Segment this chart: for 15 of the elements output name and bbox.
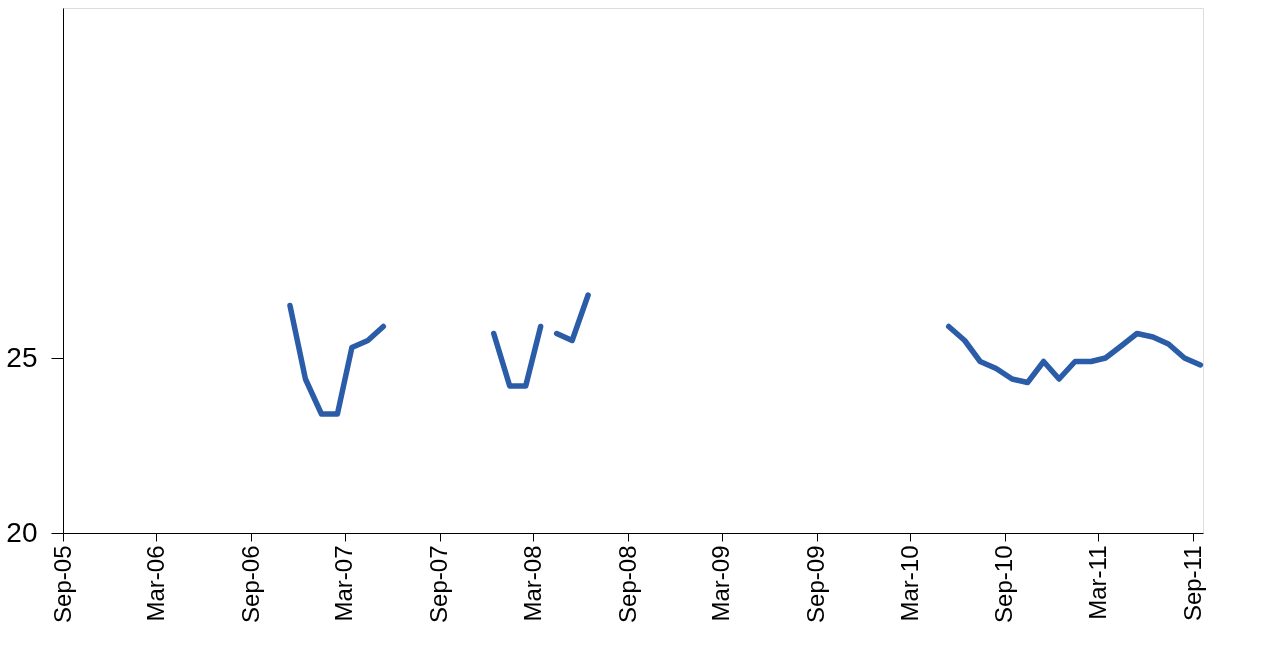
y-tick-label: 25	[6, 341, 38, 373]
x-tick-label: Sep-07	[425, 545, 453, 623]
x-tick-label: Sep-06	[236, 545, 264, 623]
x-tick-label: Sep-08	[613, 545, 641, 623]
y-tick-label: 20	[6, 516, 38, 548]
x-tick-label: Sep-11	[1178, 545, 1206, 622]
x-tick-label: Mar-06	[141, 545, 169, 622]
x-tick-label: Mar-11	[1083, 545, 1111, 620]
x-tick-label: Sep-10	[990, 545, 1018, 623]
x-tick-label: Mar-08	[518, 545, 546, 622]
x-tick-label: Sep-05	[48, 545, 76, 623]
x-tick-label: Mar-10	[895, 545, 923, 622]
x-tick-label: Sep-09	[802, 545, 830, 623]
x-tick-label: Mar-07	[330, 545, 358, 622]
x-tick-label: Mar-09	[707, 545, 735, 622]
